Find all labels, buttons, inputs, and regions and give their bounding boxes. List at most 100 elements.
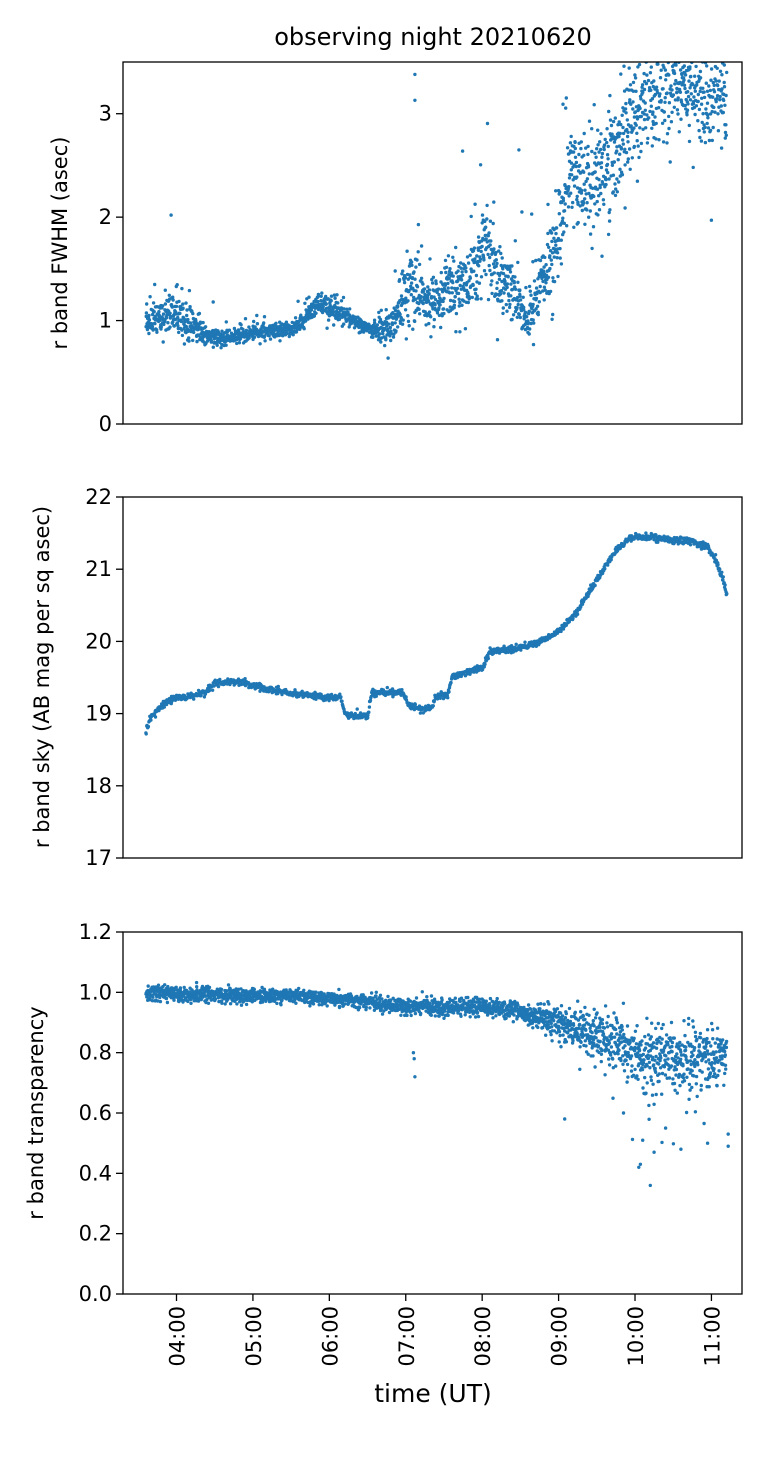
data-point [335, 293, 339, 297]
data-point [723, 136, 727, 140]
data-point [714, 99, 718, 104]
data-point [184, 324, 188, 329]
data-point [582, 131, 586, 136]
data-point [617, 180, 621, 184]
data-point [490, 291, 494, 296]
data-point [155, 995, 159, 999]
data-point [383, 343, 387, 348]
data-point [355, 707, 359, 711]
data-point [434, 281, 438, 286]
panel-transparency: 0.00.20.40.60.81.01.2r band transparency [24, 920, 743, 1306]
data-point [542, 285, 547, 289]
data-point [596, 213, 600, 217]
data-point [584, 179, 588, 184]
data-point [414, 289, 418, 293]
y-tick-label: 2 [99, 205, 112, 229]
data-point [400, 688, 404, 692]
data-point [146, 724, 151, 729]
outlier-point [709, 218, 714, 222]
data-point [512, 281, 516, 285]
data-point [661, 53, 664, 56]
data-point [486, 252, 490, 257]
data-point [534, 286, 539, 290]
data-point [702, 130, 706, 134]
data-point [711, 125, 715, 130]
data-point [322, 992, 326, 996]
data-point [255, 313, 259, 318]
data-point [701, 86, 705, 91]
data-point [409, 1013, 413, 1018]
data-point [515, 315, 519, 319]
data-point [674, 78, 678, 83]
data-point [386, 994, 390, 999]
data-point [309, 308, 314, 312]
data-point [244, 989, 248, 993]
data-point [369, 991, 374, 995]
data-point [531, 318, 535, 322]
data-point [561, 216, 565, 220]
data-point [156, 999, 160, 1003]
data-point [488, 268, 492, 273]
data-point [712, 90, 717, 94]
data-point [153, 282, 157, 287]
data-point [552, 255, 556, 259]
data-point [629, 124, 633, 128]
data-point [446, 254, 451, 258]
data-point [571, 200, 575, 205]
data-point [509, 644, 514, 648]
data-point [488, 255, 492, 260]
data-point [198, 320, 203, 324]
data-point [262, 321, 266, 325]
data-point [187, 336, 191, 340]
data-point [145, 327, 150, 332]
data-point [504, 302, 508, 307]
data-point [588, 209, 592, 213]
data-point [366, 716, 370, 720]
data-point [452, 259, 456, 263]
data-point [372, 318, 377, 322]
data-point [555, 251, 560, 255]
data-point [652, 79, 656, 83]
data-point [448, 298, 453, 303]
data-point [529, 293, 533, 297]
data-point [316, 299, 320, 304]
data-point [459, 261, 463, 265]
data-point [341, 295, 346, 300]
data-point [284, 988, 288, 992]
data-point [416, 250, 420, 254]
data-point [646, 136, 650, 141]
data-point [466, 261, 471, 265]
data-point [296, 299, 300, 303]
data-point [337, 987, 341, 992]
axes-frame-fwhm [122, 61, 743, 425]
data-point [524, 285, 528, 290]
data-point [532, 279, 537, 283]
data-point [195, 339, 199, 344]
data-point [554, 243, 558, 247]
data-point [610, 163, 615, 167]
data-point [583, 197, 587, 201]
data-point [241, 327, 245, 331]
data-point [649, 65, 653, 69]
data-point [551, 312, 555, 317]
data-point [707, 138, 712, 143]
data-point [475, 294, 479, 298]
data-point [549, 231, 554, 235]
data-point [507, 298, 511, 303]
data-point [479, 275, 484, 279]
data-point [476, 235, 481, 239]
data-point [487, 263, 491, 268]
data-point [604, 182, 608, 187]
data-point [587, 215, 591, 219]
data-point [451, 255, 455, 259]
data-point [521, 295, 525, 299]
data-point [691, 82, 695, 87]
data-point [271, 989, 276, 993]
data-point [642, 112, 646, 116]
data-point [596, 143, 600, 147]
data-point [372, 1008, 377, 1012]
data-point [718, 56, 721, 59]
data-point [279, 326, 283, 330]
data-point [579, 140, 583, 144]
data-point [648, 109, 652, 114]
